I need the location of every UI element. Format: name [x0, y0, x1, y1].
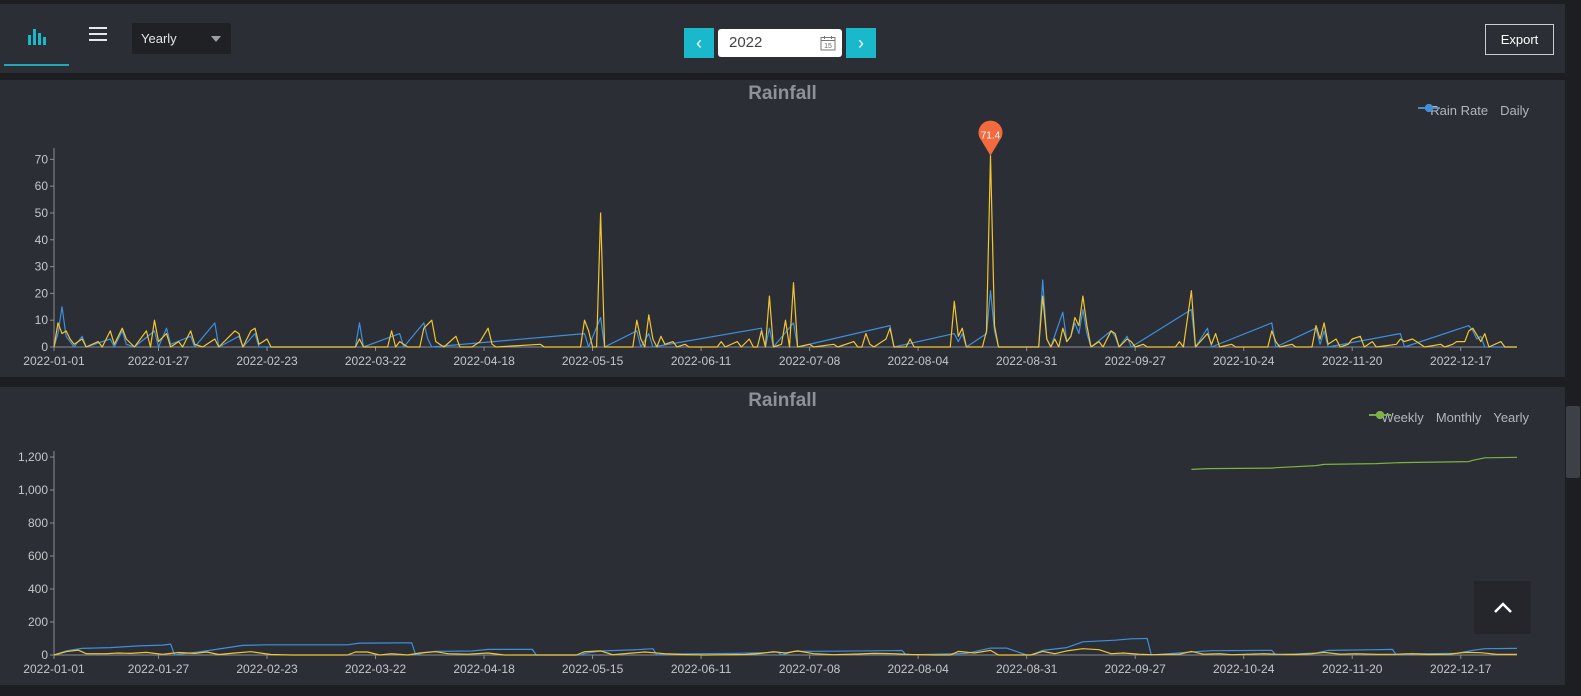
- x-tick-label: 2022-01-01: [23, 354, 85, 368]
- x-tick-label: 2022-01-27: [128, 662, 190, 676]
- rain-rate-chart: 0 10 20 30 40 50 60 70 2022-01-01 2022-01-27 2022-…: [23, 120, 1517, 368]
- x-tick-label: 2022-09-27: [1104, 662, 1166, 676]
- x-tick-label: 2022-05-15: [562, 354, 624, 368]
- y-tick-label: 30: [35, 260, 49, 274]
- x-tick-label: 2022-12-17: [1430, 354, 1492, 368]
- chart-legend: Rain Rate Daily: [1418, 103, 1529, 118]
- legend-label: Rain Rate: [1430, 103, 1489, 118]
- x-tick-label: 2022-06-11: [671, 662, 732, 676]
- legend-item-daily[interactable]: Daily: [1418, 103, 1529, 118]
- x-tick-label: 2022-10-24: [1213, 662, 1275, 676]
- x-tick-label: 2022-04-18: [453, 662, 515, 676]
- year-date-input[interactable]: 2022 15: [718, 29, 842, 57]
- x-tick-label: 2022-03-22: [345, 662, 407, 676]
- y-tick-label: 50: [35, 206, 49, 220]
- x-tick-label: 2022-11-20: [1322, 354, 1383, 368]
- x-tick-label: 2022-06-11: [671, 354, 732, 368]
- max-value-marker[interactable]: 71.4: [978, 120, 1003, 156]
- y-tick-label: 1,000: [18, 483, 48, 497]
- page-scrollbar[interactable]: [1565, 0, 1581, 696]
- year-value: 2022: [729, 34, 763, 51]
- x-tick-label: 2022-08-04: [887, 662, 949, 676]
- legend-label: Monthly: [1435, 410, 1482, 425]
- y-tick-label: 20: [35, 286, 49, 300]
- rain-rate-chart-panel: Rainfall Rain Rate Daily 0 10 20 30 40 50 60 70…: [0, 80, 1565, 377]
- legend-marker-icon: [1418, 104, 1441, 112]
- chart-legend: Weekly Monthly Yearly: [1369, 410, 1529, 425]
- toolbar: Yearly ‹ 2022 15 › Export: [0, 4, 1581, 73]
- y-tick-label: 40: [35, 233, 49, 247]
- x-tick-label: 2022-05-15: [562, 662, 624, 676]
- x-tick-label: 2022-03-22: [345, 354, 407, 368]
- accumulation-chart-panel: Rainfall Weekly Monthly Yearly 0 200 400 60…: [0, 387, 1565, 685]
- y-tick-label: 10: [35, 313, 49, 327]
- y-tick-label: 0: [41, 340, 48, 354]
- chart-title: Rainfall: [748, 83, 817, 104]
- x-tick-label: 2022-01-27: [128, 354, 190, 368]
- legend-label: Weekly: [1381, 410, 1424, 425]
- bar-chart-icon: [27, 29, 46, 45]
- caret-down-icon: [211, 36, 221, 42]
- series-line-daily[interactable]: [53, 279, 1517, 348]
- accumulation-chart: 0 200 400 600 800 1,000 1,200 2022-01-01 2022-01…: [18, 450, 1518, 676]
- chevron-right-icon: ›: [858, 33, 864, 53]
- y-tick-label: 800: [28, 516, 48, 530]
- period-select-value: Yearly: [141, 31, 177, 46]
- calendar-icon[interactable]: 15: [820, 35, 836, 51]
- x-tick-label: 2022-10-24: [1213, 354, 1275, 368]
- tab-list-view[interactable]: [78, 14, 118, 54]
- tab-chart-view[interactable]: [4, 8, 69, 66]
- y-tick-label: 1,200: [18, 450, 48, 464]
- hamburger-menu-icon: [89, 27, 107, 41]
- series-line-rain-rate[interactable]: [53, 154, 1517, 348]
- x-tick-label: 2022-02-23: [236, 354, 298, 368]
- legend-marker-icon: [1369, 411, 1392, 419]
- scrollbar-thumb[interactable]: [1566, 406, 1580, 478]
- legend-label: Yearly: [1493, 410, 1529, 425]
- x-tick-label: 2022-07-08: [779, 662, 841, 676]
- chevron-left-icon: ‹: [696, 33, 702, 53]
- x-tick-label: 2022-08-04: [887, 354, 949, 368]
- y-tick-label: 200: [28, 615, 48, 629]
- scroll-to-top-button[interactable]: [1474, 581, 1531, 634]
- marker-pin-icon: [978, 120, 1003, 156]
- chart-title: Rainfall: [748, 390, 817, 411]
- x-tick-label: 2022-11-20: [1322, 662, 1383, 676]
- x-tick-label: 2022-08-31: [996, 354, 1058, 368]
- x-tick-label: 2022-07-08: [779, 354, 841, 368]
- chevron-up-icon: [1493, 601, 1512, 613]
- y-tick-label: 60: [35, 179, 49, 193]
- next-year-button[interactable]: ›: [846, 28, 876, 58]
- x-tick-label: 2022-12-17: [1430, 662, 1492, 676]
- series-line-weekly[interactable]: [53, 648, 1517, 656]
- x-tick-label: 2022-08-31: [996, 662, 1058, 676]
- x-tick-label: 2022-01-01: [23, 662, 85, 676]
- y-tick-label: 400: [28, 582, 48, 596]
- x-tick-label: 2022-09-27: [1104, 354, 1166, 368]
- x-tick-label: 2022-02-23: [236, 662, 298, 676]
- max-marker-label: 71.4: [981, 131, 1001, 142]
- x-tick-label: 2022-04-18: [453, 354, 515, 368]
- y-tick-label: 70: [35, 152, 49, 166]
- legend-label: Daily: [1500, 103, 1529, 118]
- calendar-day: 15: [824, 43, 832, 50]
- y-tick-label: 0: [41, 648, 48, 662]
- series-line-yearly[interactable]: [1191, 456, 1518, 470]
- y-tick-label: 600: [28, 549, 48, 563]
- export-button[interactable]: Export: [1485, 24, 1554, 55]
- legend-item-yearly[interactable]: Yearly: [1369, 410, 1529, 425]
- prev-year-button[interactable]: ‹: [684, 28, 714, 58]
- period-select[interactable]: Yearly: [132, 23, 231, 54]
